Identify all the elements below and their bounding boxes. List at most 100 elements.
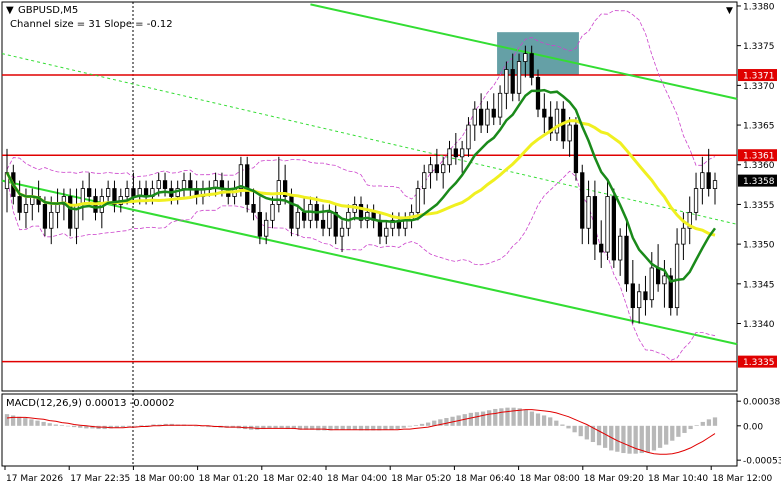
macd-bar [285,425,290,430]
macd-bar [444,418,449,426]
macd-bar [511,407,516,426]
candle [611,188,616,268]
macd-bar [53,424,58,426]
price-tick-label: 1.3355 [743,201,775,211]
macd-bar [548,417,553,426]
candle [523,45,528,78]
macd-bar [700,421,705,426]
price-tick-label: 1.3370 [743,82,775,92]
candle [87,172,92,205]
macd-bar [401,425,406,428]
candle [264,212,269,245]
macd-tick-label: 0.00 [743,422,763,432]
candle [472,101,477,141]
macd-bar [151,424,156,426]
macd-bar [65,425,71,427]
macd-bar [157,424,162,426]
macd-bar [395,425,400,430]
macd-bar [560,424,565,426]
candle [618,228,623,276]
chart-title-arrow: ▼ [6,5,14,16]
macd-bar [462,414,467,426]
macd-bar [413,425,419,426]
macd-bar [609,425,614,451]
corner-arrow[interactable]: ▼ [726,6,733,16]
candle [428,156,433,189]
candle [712,172,718,205]
macd-bar [328,425,333,431]
macd-bar [206,425,211,428]
macd-bar [645,425,650,453]
candle [460,140,465,173]
entry-zone [497,32,579,76]
candle [630,260,635,324]
macd-bar [310,425,315,430]
price-tick-label: 1.3380 [743,2,775,12]
macd-bar [35,420,40,426]
macd-bar [133,425,138,427]
candle [700,156,705,205]
macd-bar [670,425,675,441]
macd-bar [279,425,284,429]
macd-bar [90,425,95,429]
chart-subtitle: Channel size = 31 Slope = -0.12 [10,19,173,30]
level-price-tag [738,355,777,368]
level-price-tag [738,149,777,162]
macd-bar [17,416,22,426]
candle [257,196,262,245]
macd-bar [346,425,351,430]
candle [687,196,692,245]
macd-bar [474,412,480,426]
macd-bar [303,425,309,430]
macd-bar [322,425,327,431]
candle [599,220,604,268]
macd-bar [291,425,296,430]
candle [358,196,364,229]
macd-bar [78,425,83,428]
macd-bar [572,425,577,433]
time-tick-label: 18 Mar 02:40 [263,474,323,484]
candle [485,101,490,133]
macd-bar [438,419,443,426]
macd-bar [41,421,46,426]
candle [422,164,427,205]
candle [112,180,117,213]
macd-bar [194,425,199,427]
macd-tick-label: 0.00038 [743,398,780,408]
candle [333,204,338,245]
current-price-label: 1.3358 [743,177,775,187]
macd-bar [23,418,28,426]
macd-bar [584,425,589,440]
macd-bar [651,425,657,451]
macd-bar [468,412,473,426]
price-tick-label: 1.3375 [743,42,775,52]
channel-lower [1,179,738,346]
level-price-label: 1.3371 [743,72,775,82]
candle [535,69,541,118]
macd-bar [114,425,119,428]
candle [295,204,300,237]
macd-bar [529,411,535,426]
macd-bar [29,419,34,426]
macd-bar [419,423,425,426]
candle [662,260,667,308]
time-tick-label: 18 Mar 09:20 [584,474,644,484]
price-tick-label: 1.3360 [743,161,775,171]
macd-bar [578,425,583,437]
price-tick-label: 1.3340 [743,320,775,330]
candle [283,164,288,205]
candle [251,188,256,221]
level-price-label: 1.3361 [743,152,775,162]
candle [497,85,503,126]
macd-bar [334,425,339,430]
candle [624,220,629,292]
price-tick-label: 1.3350 [743,241,775,251]
macd-label: MACD(12,26,9) 0.00013 -0.00002 [6,398,175,409]
candle [245,156,250,213]
time-tick-label: 18 Mar 08:00 [520,474,580,484]
macd-bar [340,425,345,430]
macd-bar [627,425,632,454]
candle [270,196,275,229]
macd-panel [1,393,738,467]
candle [441,156,446,189]
